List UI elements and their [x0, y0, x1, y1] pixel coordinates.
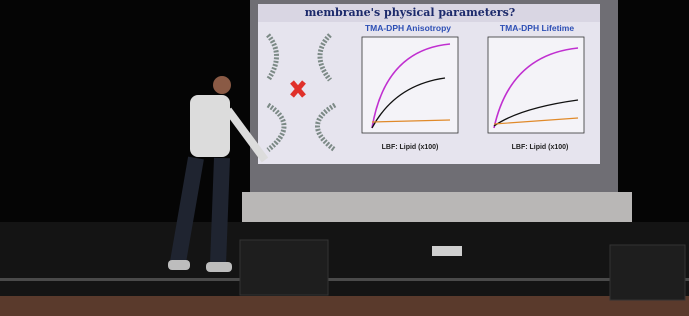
projector [432, 246, 462, 256]
page: membrane's physical parameters? TMA-DPH … [0, 0, 689, 316]
stage-edge [0, 278, 689, 281]
stage-skirt [242, 192, 632, 222]
plot-area [362, 37, 458, 133]
speaker [240, 240, 328, 295]
panel-title: TMA-DPH Anisotropy [365, 23, 451, 33]
stage-floor [0, 222, 689, 297]
panel-title: TMA-DPH Lifetime [500, 23, 574, 33]
photo: membrane's physical parameters? TMA-DPH … [0, 0, 689, 316]
slide-title: membrane's physical parameters? [305, 6, 515, 19]
speaker [610, 245, 685, 300]
x-axis-label: LBF: Lipid (x100) [382, 144, 439, 151]
x-axis-label: LBF: Lipid (x100) [512, 144, 569, 151]
stage-front [0, 296, 689, 316]
